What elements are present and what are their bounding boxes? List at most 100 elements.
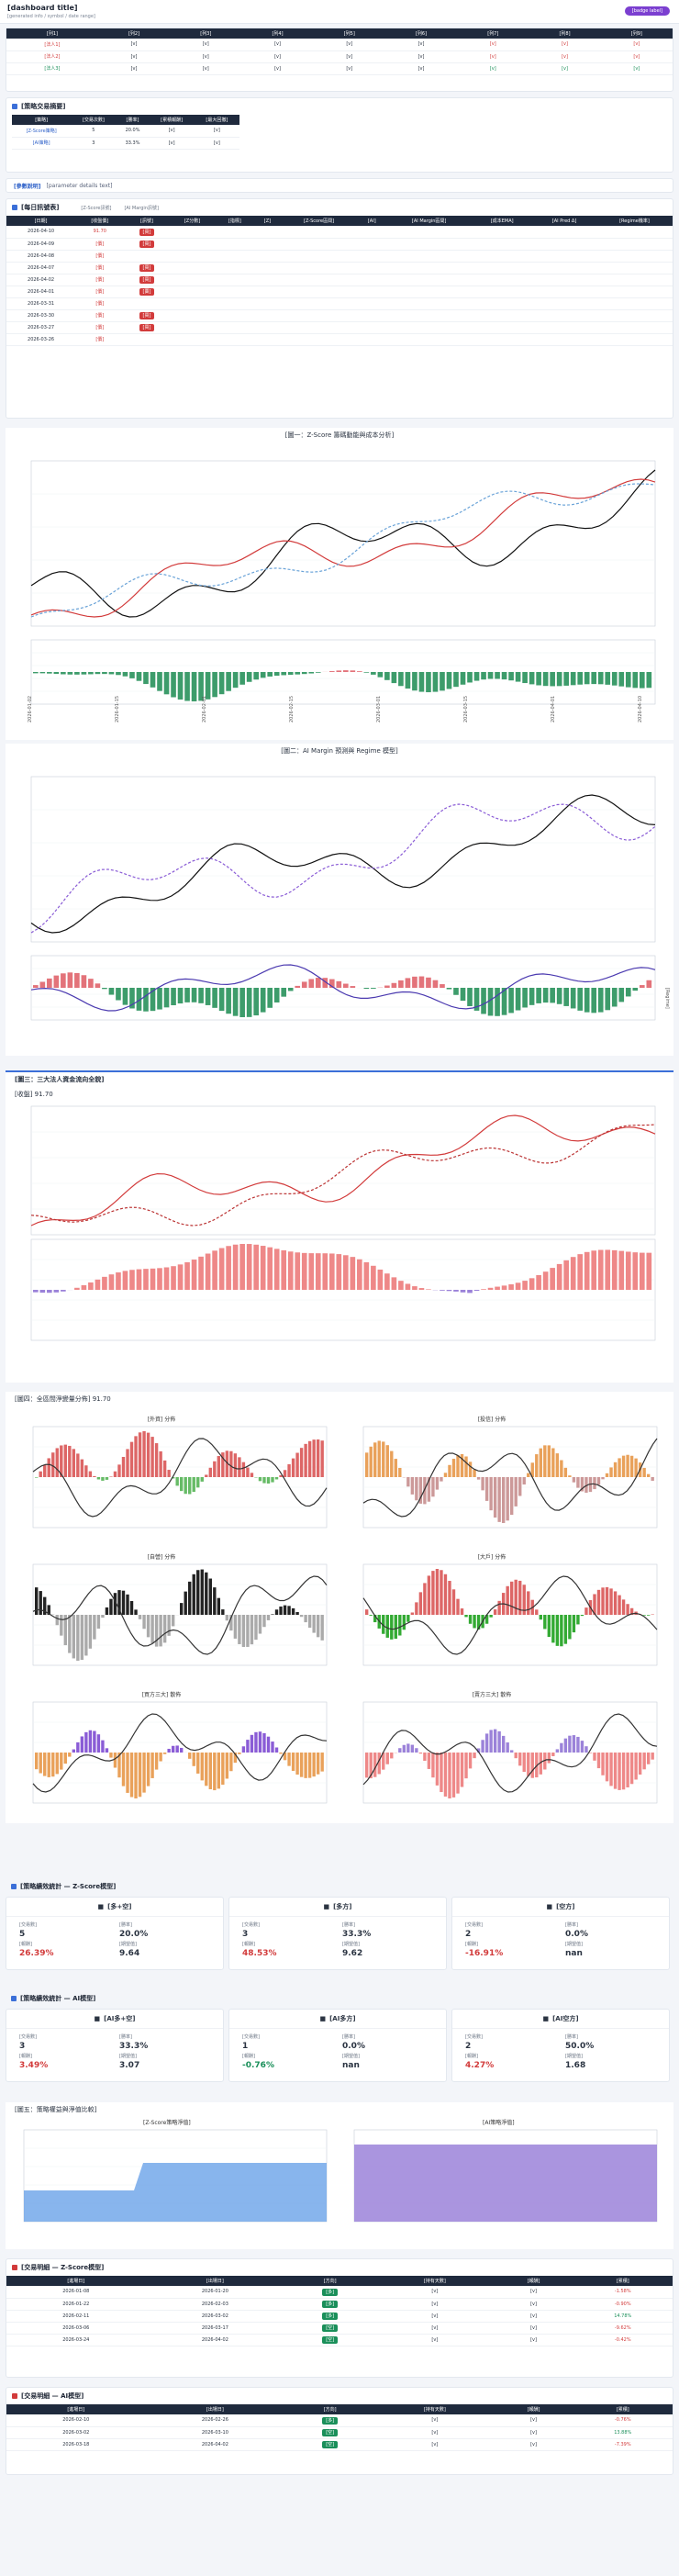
table-cell: [596, 262, 673, 274]
dist-bar: [221, 1452, 225, 1477]
dist-bar: [522, 1477, 526, 1485]
flow-bar: [232, 1244, 239, 1290]
table-cell: [多]: [284, 2298, 376, 2311]
flow-bar: [260, 1246, 266, 1290]
table-row: [AI策略] 3 33.3% [v] [v]: [12, 137, 239, 150]
column-header: [報酬]: [494, 2404, 573, 2414]
info-label: [參數說明]: [14, 183, 41, 190]
dist-bar: [596, 1589, 601, 1615]
series-ma: [30, 483, 656, 618]
flow-bar: [467, 1290, 473, 1294]
section-title: [策略績效統計 — Z-Score模型]: [20, 1883, 117, 1890]
flow-bar: [508, 1284, 514, 1290]
table-cell: 13.88%: [573, 2426, 673, 2439]
dist-line: [32, 1713, 328, 1793]
zscore-bar: [377, 672, 384, 678]
panel-title: [外資] 分佈: [148, 1416, 176, 1423]
dist-bar: [451, 1459, 456, 1477]
dist-bar: [415, 1602, 418, 1615]
column-header: [方向]: [284, 2404, 376, 2414]
table-cell: [280, 286, 358, 298]
dist-bar: [539, 1753, 542, 1775]
ai-bar: [536, 988, 541, 1003]
dist-bar: [460, 1753, 464, 1787]
column-header: [列9]: [600, 28, 673, 39]
table-cell: [v]: [457, 62, 529, 75]
kpi-title: ■ [AI多方]: [229, 2010, 446, 2029]
dist-bar: [225, 1753, 229, 1779]
flow-bar: [398, 1281, 404, 1290]
dist-bar: [154, 1443, 159, 1477]
kpi-value: 48.53%: [242, 1949, 277, 1958]
chart-title: [圖五：策略權益與淨值比較]: [15, 2106, 97, 2113]
dist-bar: [621, 1753, 626, 1790]
zscore-bar: [267, 672, 273, 677]
zscore-bar: [260, 672, 266, 678]
kpi-label: [報酬]: [242, 2054, 255, 2059]
table-row: [法人3] [v] [v] [v] [v] [v] [v] [v] [v]: [6, 62, 673, 75]
column-header: [日期]: [6, 216, 76, 226]
column-header: [報酬]: [494, 2276, 573, 2286]
kpi-value: 3: [19, 2042, 26, 2051]
dist-bar: [629, 1455, 634, 1477]
dist-bar: [448, 1753, 451, 1798]
dist-bar: [646, 1615, 651, 1616]
dist-bar: [369, 1753, 373, 1779]
dist-bar: [47, 1458, 50, 1477]
dist-bar: [423, 1477, 427, 1505]
dist-bar: [188, 1477, 192, 1495]
dist-bar: [312, 1615, 316, 1633]
flow-bar: [625, 1251, 631, 1290]
ai-bar: [177, 988, 184, 1004]
dist-bar: [121, 1590, 126, 1615]
dist-bar: [287, 1606, 291, 1615]
dist-bar: [427, 1753, 431, 1769]
zscore-bar: [522, 672, 528, 684]
flow-bar: [136, 1269, 142, 1290]
flow-bar: [577, 1254, 584, 1290]
dist-bar: [527, 1753, 530, 1776]
zscore-bar: [273, 672, 280, 677]
dist-bar: [192, 1574, 195, 1615]
dist-bar: [464, 1615, 468, 1618]
dist-bar: [609, 1588, 613, 1615]
strategy-summary: [策略交易摘要] [策略] [交易次數] [勝率] [累積報酬] [最大回撤] [Z-Sc…: [6, 97, 673, 173]
flow-bar: [563, 1260, 569, 1290]
dist-bar: [634, 1458, 638, 1477]
dist-bar: [213, 1587, 217, 1615]
dist-bar: [576, 1615, 580, 1625]
kpi-card: ■ [多方] [交易數] [勝率] 3 33.3% [報酬] [期望值] 48.53% 9.62: [228, 1897, 447, 1970]
zscore-bar: [426, 672, 431, 693]
dist-bar: [418, 1477, 423, 1504]
kpi-value: 3: [242, 1930, 249, 1939]
ai-bar: [239, 988, 245, 1017]
table-cell: [357, 297, 387, 310]
table-cell: [386, 321, 473, 334]
series-price: [30, 469, 656, 618]
dist-bar: [373, 1442, 377, 1477]
dist-bar: [68, 1753, 72, 1757]
table-cell: [386, 286, 473, 298]
chart-subtitle: 91.70: [92, 1395, 111, 1403]
header-badge[interactable]: [badge label]: [624, 6, 670, 16]
plot-frame: [32, 1701, 328, 1804]
dist-bar: [76, 1742, 80, 1753]
table-row: 2026-03-24 2026-04-02 [空] [v] [v] -0.42%: [6, 2334, 673, 2346]
dist-bar: [423, 1583, 427, 1615]
kpi-icon: ■: [97, 1903, 105, 1910]
dist-bar: [101, 1615, 105, 1618]
x-tick-label: 2026-02-01: [202, 696, 207, 722]
table-cell: [532, 250, 596, 263]
table-cell: [v]: [194, 137, 239, 150]
table-cell: 2026-01-20: [145, 2286, 285, 2299]
dist-bar: [213, 1753, 217, 1791]
direction-badge: [空]: [322, 2336, 339, 2344]
zscore-bar: [495, 672, 500, 679]
panel-title: [Z-Score策略淨值]: [143, 2119, 191, 2126]
dist-bar: [473, 1615, 476, 1629]
ai-bar: [108, 988, 115, 995]
table-cell: [280, 262, 358, 274]
dist-bar: [535, 1609, 539, 1615]
table-cell: [v]: [170, 50, 242, 63]
dist-bar: [456, 1598, 460, 1615]
